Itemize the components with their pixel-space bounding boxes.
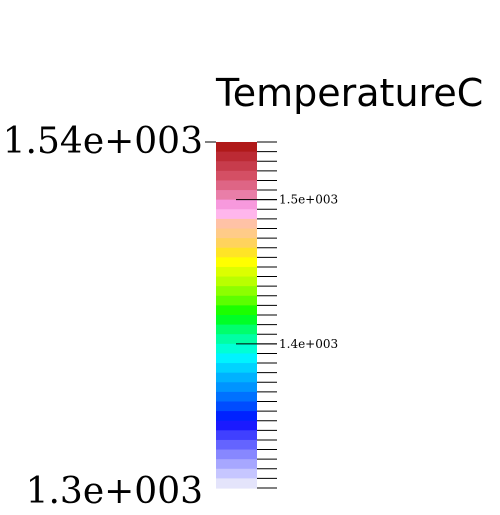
colorbar-band — [216, 209, 257, 220]
legend-title: TemperatureC — [216, 71, 484, 115]
range-min-label: 1.3e+003 — [25, 471, 203, 512]
tick-label: 1.4e+003 — [279, 337, 338, 351]
colorbar-band — [216, 468, 257, 479]
colorbar-band — [216, 363, 257, 374]
colorbar-band — [216, 459, 257, 470]
colorbar-band — [216, 420, 257, 431]
colorbar-band — [216, 295, 257, 306]
colorbar-band — [216, 439, 257, 451]
colorbar-band — [216, 315, 257, 326]
tick-label: 1.5e+003 — [279, 193, 338, 207]
colorbar-band — [216, 276, 257, 287]
colorbar-band — [216, 391, 257, 403]
colorbar-band — [216, 238, 257, 249]
colorbar-band — [216, 343, 257, 355]
colorbar-band — [216, 286, 257, 297]
colorbar-band — [216, 372, 257, 383]
colorbar-band — [216, 218, 257, 230]
colorbar-band — [216, 161, 257, 172]
colorbar-band — [216, 334, 257, 345]
colorbar-band — [216, 228, 257, 239]
colorbar-band — [216, 430, 257, 441]
colorbar-band — [216, 266, 257, 278]
colorbar-band — [216, 142, 257, 153]
colorbar-band — [216, 180, 257, 191]
colorbar-band — [216, 190, 257, 201]
colorbar-band — [216, 151, 257, 162]
colorbar-band — [216, 478, 257, 489]
colorbar-band — [216, 401, 257, 412]
colorbar-band — [216, 247, 257, 258]
colorbar-band — [216, 353, 257, 364]
colorbar-band — [216, 170, 257, 182]
colorbar-band — [216, 411, 257, 422]
range-max-label: 1.54e+003 — [2, 121, 203, 162]
colorbar-band — [216, 257, 257, 268]
colorbar-band — [216, 324, 257, 335]
colorbar-band — [216, 382, 257, 393]
colorbar-band — [216, 305, 257, 316]
colorbar-band — [216, 199, 257, 210]
colorbar-band — [216, 449, 257, 460]
